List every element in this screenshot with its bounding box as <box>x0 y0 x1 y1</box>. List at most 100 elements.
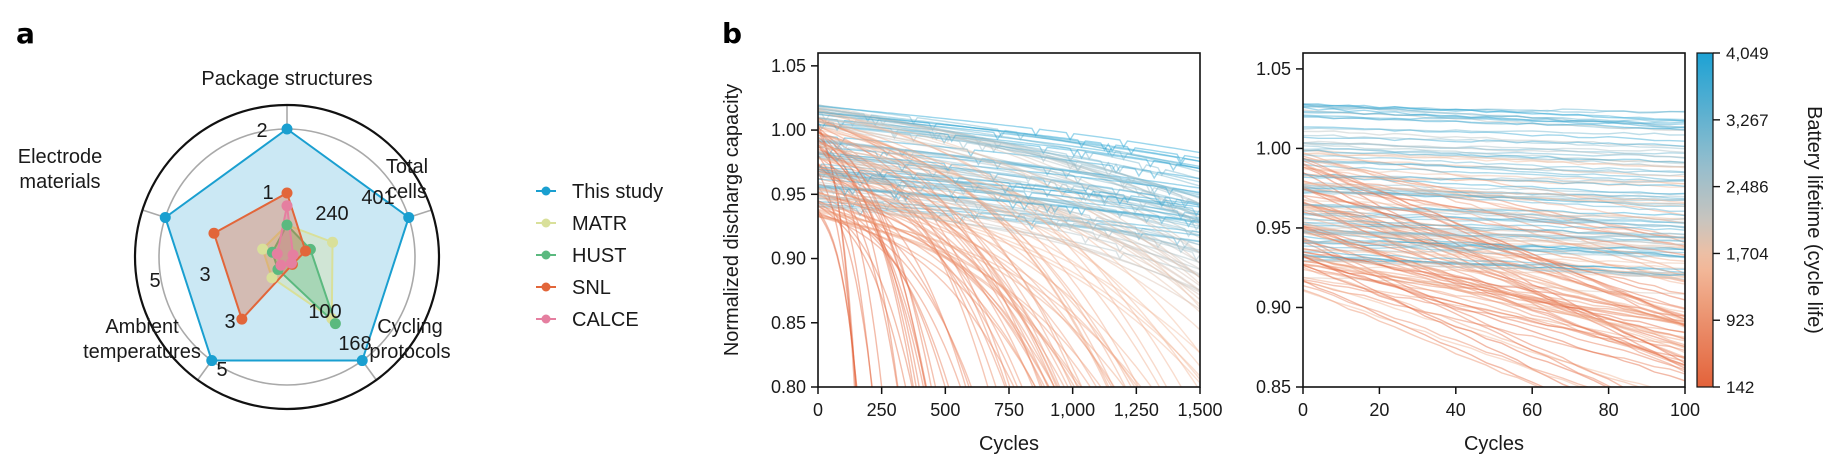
capacity-curve <box>1303 230 1685 242</box>
capacity-curve <box>818 107 1200 227</box>
capacity-curve <box>818 110 1200 180</box>
y-tick-label: 1.05 <box>771 56 806 76</box>
radar-point <box>285 257 297 269</box>
legend-marker <box>541 250 551 260</box>
capacity-curve <box>818 152 1200 313</box>
capacity-curve <box>1303 222 1685 231</box>
legend-marker <box>541 314 551 324</box>
legend-label: MATR <box>572 213 627 235</box>
radar-tick-label: 1 <box>262 182 273 204</box>
x-tick-label: 100 <box>1670 400 1700 420</box>
capacity-curve <box>818 125 1011 387</box>
capacity-curve <box>818 150 1049 387</box>
radar-axis-label: temperatures <box>83 341 201 363</box>
capacity-curve <box>818 173 1200 296</box>
capacity-curve <box>818 205 1200 243</box>
capacity-curve <box>818 156 1059 387</box>
capacity-curve <box>818 117 1200 187</box>
capacity-curve <box>1303 221 1685 246</box>
capacity-curve <box>1303 171 1685 369</box>
capacity-curve <box>818 138 1200 207</box>
capacity-curve <box>1303 212 1685 224</box>
capacity-curve <box>818 123 1200 183</box>
radar-point <box>281 200 293 212</box>
capacity-curve <box>818 197 1200 233</box>
radar-point <box>236 313 248 325</box>
capacity-curve <box>818 177 1098 387</box>
capacity-curve <box>818 165 925 387</box>
capacity-curve <box>1303 207 1685 325</box>
radar-axis-label: protocols <box>369 341 450 363</box>
capacity-curve <box>818 125 1200 254</box>
capacity-curve <box>1303 180 1685 247</box>
capacity-curve <box>818 157 1200 292</box>
capacity-curve <box>1303 279 1546 387</box>
capacity-curve <box>818 125 1161 387</box>
capacity-curve <box>818 145 1200 305</box>
radar-axis-label: materials <box>19 171 100 193</box>
radar-tick-label: 3 <box>199 264 210 286</box>
radar-point <box>287 249 299 261</box>
legend-label: CALCE <box>572 309 639 331</box>
capacity-curve <box>1303 181 1685 285</box>
radar-point <box>208 227 220 239</box>
capacity-curve <box>1303 142 1685 153</box>
capacity-curve <box>1303 204 1685 313</box>
capacity-curve <box>818 208 1092 387</box>
capacity-curve <box>818 144 1058 387</box>
capacity-curve <box>1303 116 1685 131</box>
capacity-curve <box>1303 105 1685 114</box>
legend-label: SNL <box>572 277 611 299</box>
capacity-curve <box>818 167 967 387</box>
capacity-curve <box>1303 279 1654 387</box>
capacity-curve <box>1303 134 1685 150</box>
capacity-curve <box>818 146 1200 189</box>
capacity-curve <box>818 152 1200 196</box>
y-tick-label: 1.00 <box>1256 138 1291 158</box>
capacity-curve <box>1303 173 1685 187</box>
capacity-curve <box>818 136 928 387</box>
capacity-curve <box>818 200 1200 237</box>
capacity-curve <box>818 171 857 387</box>
y-tick-label: 0.95 <box>771 184 806 204</box>
capacity-curve <box>1303 147 1685 159</box>
capacity-curve <box>818 163 1069 387</box>
capacity-curve <box>818 189 1200 310</box>
capacity-curve <box>818 113 1200 224</box>
capacity-curve <box>818 154 873 387</box>
capacity-curve <box>818 187 1200 262</box>
capacity-curve <box>1303 111 1685 123</box>
capacity-curve <box>818 144 917 387</box>
capacity-curve <box>1303 276 1685 348</box>
panel-label-b: b <box>722 17 742 50</box>
capacity-curve <box>1303 208 1685 346</box>
capacity-curve <box>818 185 1200 224</box>
capacity-curve <box>1303 149 1685 216</box>
capacity-curve <box>818 116 1200 279</box>
capacity-curve <box>818 206 973 387</box>
capacity-curve <box>818 113 1200 166</box>
colorbar-bar <box>1696 52 1714 388</box>
capacity-curve <box>1303 247 1685 333</box>
x-tick-label: 0 <box>1298 400 1308 420</box>
capacity-curve <box>818 110 1200 211</box>
capacity-curve <box>1303 187 1685 320</box>
colorbar-tick-label: 1,704 <box>1726 244 1769 263</box>
legend-marker <box>541 186 551 196</box>
radar-point <box>281 187 293 199</box>
radar-tick-label: 401 <box>361 187 394 209</box>
capacity-curve <box>818 184 1200 254</box>
radar-axis-label: cells <box>387 181 427 203</box>
capacity-curve <box>818 181 1200 275</box>
capacity-curve <box>818 138 1200 222</box>
capacity-curve <box>1303 219 1685 241</box>
capacity-curve <box>818 168 1200 217</box>
capacity-curve <box>1303 154 1685 173</box>
radar-point <box>281 219 293 231</box>
capacity-curve <box>1303 211 1685 278</box>
capacity-curve <box>1303 242 1685 251</box>
capacity-curve <box>818 140 1200 198</box>
y-tick-label: 0.95 <box>1256 218 1291 238</box>
curves <box>1303 103 1685 387</box>
